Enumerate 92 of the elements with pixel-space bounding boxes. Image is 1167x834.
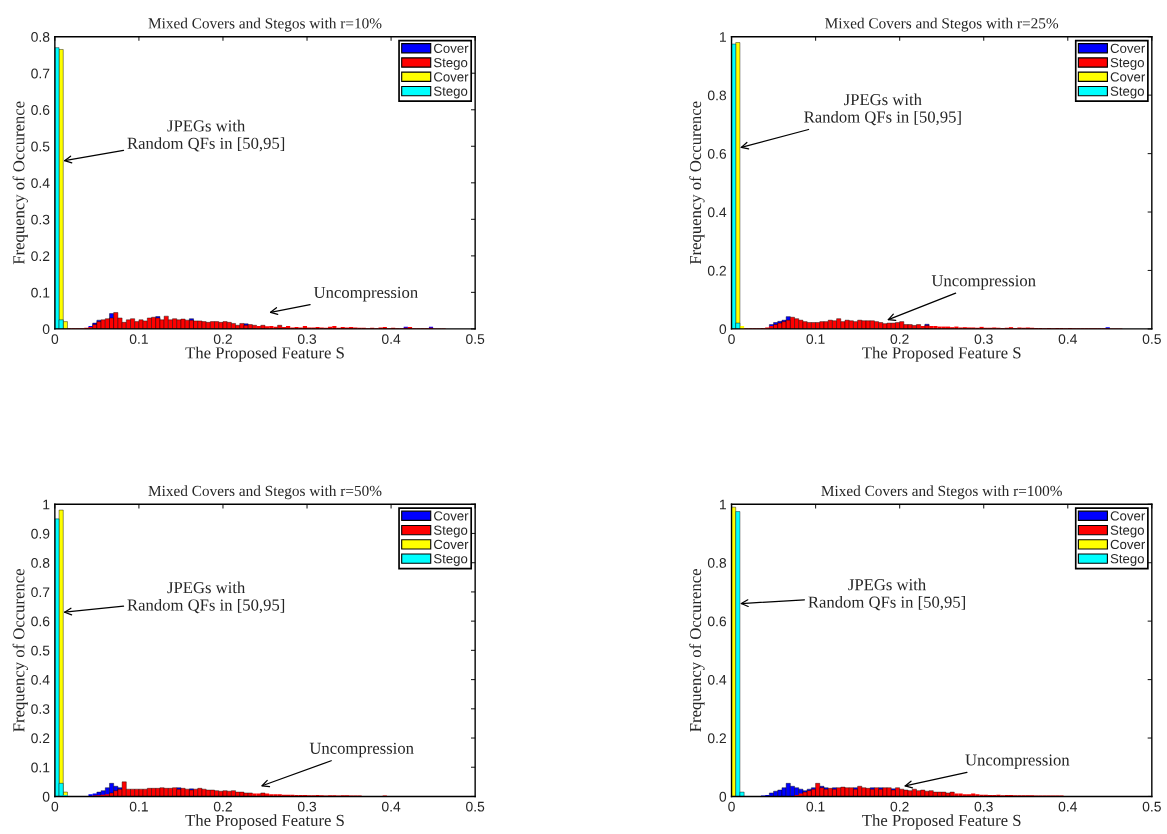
- x-tick-label: 0.1: [806, 334, 825, 344]
- y-tick-label: 0.4: [31, 178, 50, 188]
- y-tick-label: 0.7: [31, 68, 50, 79]
- x-axis-title: The Proposed Feature S: [185, 814, 344, 830]
- annotation: JPEGs with Random QFs in [50,95]: [127, 119, 285, 152]
- legend-label: Stego: [433, 57, 468, 70]
- x-tick-label: 0.4: [381, 334, 401, 344]
- x-tick-label: 0: [728, 334, 735, 344]
- x-tick-label: 0.2: [890, 801, 909, 812]
- y-tick-label: 0.1: [31, 287, 50, 298]
- chart-title: Mixed Covers and Stegos with r=10%: [148, 17, 382, 32]
- annotation: Uncompression: [965, 754, 1070, 769]
- annotation: JPEGs with Random QFs in [50,95]: [127, 581, 285, 614]
- y-tick-label: 0: [42, 791, 50, 802]
- y-tick-label: 0.5: [31, 141, 50, 152]
- legend-label: Stego: [1110, 525, 1144, 538]
- y-tick-label: 0.6: [707, 616, 727, 627]
- x-tick-label: 0.1: [806, 801, 825, 812]
- y-axis-title: Frequency of Occurence: [689, 101, 705, 265]
- chart-title: Mixed Covers and Stegos with r=100%: [821, 485, 1062, 500]
- x-tick-label: 0.2: [890, 334, 909, 344]
- y-tick-label: 0.6: [707, 148, 727, 159]
- chart-title: Mixed Covers and Stegos with r=50%: [148, 485, 382, 500]
- y-tick-label: 0.3: [31, 704, 50, 714]
- legend-label: Stego: [1110, 86, 1144, 99]
- x-tick-label: 0.2: [213, 801, 232, 812]
- y-tick-label: 0: [719, 791, 727, 802]
- y-tick-label: 0.7: [31, 587, 50, 598]
- y-tick-label: 0.3: [31, 214, 50, 225]
- x-tick-label: 0.3: [974, 801, 993, 812]
- annotation: JPEGs with Random QFs in [50,95]: [808, 578, 965, 611]
- legend-label: Stego: [433, 525, 468, 538]
- x-tick-label: 0.4: [1058, 334, 1078, 344]
- y-tick-label: 1: [720, 499, 726, 510]
- legend-label: Stego: [1110, 57, 1144, 70]
- y-tick-label: 0.6: [31, 105, 50, 115]
- y-tick-label: 0: [719, 324, 727, 335]
- y-tick-label: 0.4: [707, 674, 727, 685]
- legend-label: Stego: [1110, 554, 1144, 566]
- x-tick-label: 0.4: [1058, 801, 1078, 812]
- y-tick-label: 0.9: [31, 528, 50, 539]
- y-tick-label: 0: [42, 324, 50, 335]
- y-axis-title: Frequency of Occurence: [12, 101, 28, 265]
- y-tick-label: 0.8: [31, 558, 50, 568]
- x-tick-label: 0.4: [381, 801, 401, 812]
- y-tick-label: 0.2: [707, 265, 726, 276]
- y-axis-title: Frequency of Occurence: [12, 569, 28, 732]
- y-tick-label: 0.2: [31, 733, 50, 744]
- legend-label: Cover: [1110, 511, 1146, 521]
- legend-label: Cover: [434, 43, 469, 53]
- x-tick-label: 0.5: [466, 801, 485, 812]
- y-tick-label: 1: [720, 32, 726, 42]
- y-axis-title: Frequency of Occurence: [689, 569, 705, 732]
- x-tick-label: 0.2: [213, 334, 232, 344]
- x-tick-label: 0.3: [297, 334, 317, 344]
- legend-label: Cover: [434, 511, 469, 521]
- x-tick-label: 0.1: [129, 801, 148, 812]
- y-tick-label: 0.8: [707, 90, 727, 101]
- x-axis-title: The Proposed Feature S: [185, 346, 344, 362]
- y-tick-label: 0.2: [707, 733, 726, 744]
- annotation: Uncompression: [309, 742, 414, 758]
- y-tick-label: 0.4: [707, 207, 727, 218]
- x-tick-label: 0.1: [129, 334, 148, 344]
- y-tick-label: 0.6: [31, 616, 50, 627]
- x-tick-label: 0.5: [1142, 334, 1161, 344]
- y-tick-label: 1: [43, 499, 50, 510]
- annotation: Uncompression: [313, 286, 418, 302]
- x-tick-label: 0: [728, 801, 735, 812]
- legend-label: Cover: [434, 72, 469, 82]
- x-axis-title: The Proposed Feature S: [862, 814, 1021, 830]
- x-tick-label: 0.3: [974, 334, 993, 344]
- y-tick-label: 0.4: [31, 674, 50, 685]
- legend-label: Stego: [433, 554, 468, 566]
- x-tick-label: 0.5: [1142, 801, 1161, 812]
- legend-label: Cover: [1110, 539, 1146, 550]
- x-tick-label: 0: [51, 334, 59, 344]
- y-tick-label: 0.2: [31, 251, 50, 262]
- chart-title: Mixed Covers and Stegos with r=25%: [825, 17, 1059, 32]
- y-tick-label: 0.1: [31, 762, 50, 773]
- legend-label: Cover: [434, 539, 469, 550]
- y-tick-label: 0.5: [31, 645, 50, 656]
- y-tick-label: 0.8: [31, 32, 50, 42]
- legend-label: Stego: [433, 86, 468, 99]
- legend-label: Cover: [1110, 43, 1146, 53]
- annotation: JPEGs with Random QFs in [50,95]: [804, 93, 961, 126]
- x-tick-label: 0.3: [297, 801, 317, 812]
- annotation: Uncompression: [931, 275, 1036, 290]
- x-axis-title: The Proposed Feature S: [862, 346, 1021, 362]
- legend-label: Cover: [1110, 72, 1146, 82]
- x-tick-label: 0: [51, 801, 59, 812]
- x-tick-label: 0.5: [466, 334, 485, 344]
- y-tick-label: 0.8: [707, 558, 727, 568]
